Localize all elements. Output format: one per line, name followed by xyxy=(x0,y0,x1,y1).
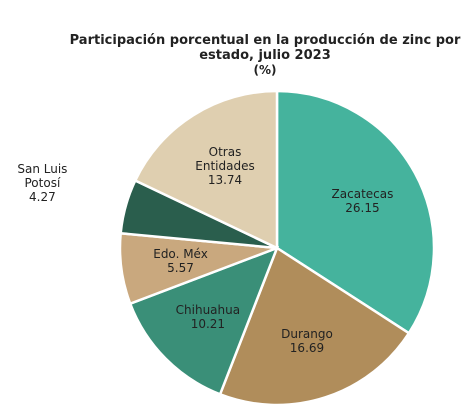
slice-label: Durango 16.69 xyxy=(262,327,352,355)
slice-category: Edo. Méx xyxy=(153,247,208,262)
slice-label: Otras Entidades 13.74 xyxy=(189,145,261,187)
slice-value: 5.57 xyxy=(167,261,194,276)
slice-category: Durango xyxy=(281,326,333,341)
pie-slice xyxy=(218,246,411,406)
chart-subtitle: (%) xyxy=(253,63,277,77)
slice-value: 26.15 xyxy=(345,201,380,216)
slice-value: 4.27 xyxy=(29,190,56,205)
slice-label: Chihuahua 10.21 xyxy=(163,303,253,331)
slice-value: 10.21 xyxy=(190,316,226,331)
slice-category: Otras Entidades xyxy=(195,144,255,173)
pie-slice xyxy=(133,89,279,250)
slice-value: 16.69 xyxy=(289,340,325,355)
slice-value: 13.74 xyxy=(207,172,243,187)
slice-label: Zacatecas 26.15 xyxy=(317,187,407,215)
slice-category: Chihuahua xyxy=(175,302,241,317)
chart-title: Participación porcentual en la producció… xyxy=(69,33,461,63)
slice-label: San Luis Potosí 4.27 xyxy=(6,162,78,204)
slice-label: Edo. Méx 5.57 xyxy=(136,247,226,275)
slice-category: Zacatecas xyxy=(331,187,394,202)
pie-slice xyxy=(128,245,280,396)
slice-category: San Luis Potosí xyxy=(17,162,68,191)
